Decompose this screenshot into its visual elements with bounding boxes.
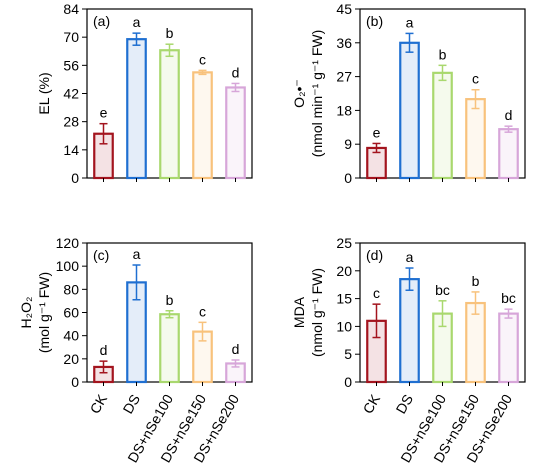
error-bar — [405, 267, 414, 292]
error-bar — [504, 125, 513, 133]
significance-label: c — [373, 285, 380, 301]
error-bar — [231, 82, 240, 93]
error-bar — [438, 64, 447, 82]
significance-label: d — [505, 107, 513, 123]
significance-label: c — [472, 71, 479, 87]
y-tick-label: 14 — [63, 142, 79, 158]
significance-label: b — [439, 46, 447, 62]
bar — [159, 313, 180, 384]
y-tick-label: 0 — [71, 170, 79, 186]
panel-label: (a) — [93, 13, 110, 29]
y-axis-label: EL (%) — [36, 72, 52, 114]
bar — [192, 71, 213, 180]
error-bar — [231, 359, 240, 368]
bar — [465, 98, 486, 180]
bar — [225, 86, 246, 180]
bar — [159, 49, 180, 180]
y-axis-label: O₂•⁻ — [291, 79, 307, 108]
y-tick-label: 60 — [63, 305, 79, 321]
y-axis-label: H₂O₂ — [18, 297, 34, 329]
error-bar — [372, 303, 381, 339]
y-tick-label: 10 — [336, 318, 352, 334]
significance-label: b — [166, 25, 174, 41]
significance-label: a — [406, 249, 414, 265]
significance-label: b — [472, 273, 480, 289]
error-bar — [165, 43, 174, 58]
y-tick-label: 28 — [63, 114, 79, 130]
x-tick-label: CK — [360, 391, 384, 416]
bar — [498, 128, 519, 180]
significance-label: bc — [435, 282, 450, 298]
x-tick-label: DS — [120, 392, 144, 417]
significance-label: bc — [501, 290, 516, 306]
y-axis-label: (mol g⁻¹ FW) — [36, 272, 52, 353]
y-tick-label: 42 — [63, 86, 79, 102]
y-tick-label: 56 — [63, 57, 79, 73]
bar — [432, 71, 453, 180]
significance-label: d — [100, 342, 108, 358]
error-bar — [99, 122, 108, 145]
significance-label: d — [232, 341, 240, 357]
error-bar — [372, 142, 381, 154]
x-tick-label: CK — [87, 391, 111, 416]
error-bar — [99, 360, 108, 374]
significance-label: e — [373, 124, 381, 140]
y-tick-label: 20 — [336, 263, 352, 279]
x-tick-label: DS — [393, 392, 417, 417]
significance-label: a — [133, 246, 141, 262]
error-bar — [132, 264, 141, 301]
y-axis-label: (nmol min⁻¹ g⁻¹ FW) — [309, 30, 325, 158]
bar — [399, 41, 420, 180]
y-tick-label: 5 — [344, 346, 352, 362]
y-tick-label: 120 — [56, 235, 80, 251]
y-axis-label: (nmol g⁻¹ FW) — [309, 268, 325, 357]
y-tick-label: 36 — [336, 35, 352, 51]
y-tick-label: 0 — [344, 170, 352, 186]
error-bar — [198, 321, 207, 342]
y-tick-label: 45 — [336, 1, 352, 17]
y-axis-label: MDA — [291, 296, 307, 328]
bar — [126, 38, 147, 180]
significance-label: b — [166, 292, 174, 308]
significance-label: a — [133, 14, 141, 30]
significance-label: c — [199, 51, 206, 67]
y-tick-label: 20 — [63, 351, 79, 367]
panel-label: (c) — [93, 247, 109, 263]
bar — [498, 312, 519, 384]
y-tick-label: 100 — [56, 258, 80, 274]
error-bar — [504, 308, 513, 319]
significance-label: a — [406, 14, 414, 30]
significance-label: e — [100, 105, 108, 121]
y-tick-label: 0 — [344, 374, 352, 390]
significance-label: d — [232, 64, 240, 80]
y-tick-label: 40 — [63, 328, 79, 344]
y-tick-label: 25 — [336, 235, 352, 251]
error-bar — [132, 32, 141, 46]
y-tick-label: 9 — [344, 136, 352, 152]
significance-label: c — [199, 303, 206, 319]
y-tick-label: 84 — [63, 1, 79, 17]
y-tick-label: 18 — [336, 102, 352, 118]
error-bar — [471, 88, 480, 110]
error-bar — [471, 291, 480, 315]
panel-label: (b) — [366, 13, 383, 29]
y-tick-label: 27 — [336, 69, 352, 85]
y-tick-label: 15 — [336, 291, 352, 307]
error-bar — [438, 300, 447, 328]
panel-label: (d) — [366, 247, 383, 263]
error-bar — [405, 32, 414, 53]
bar — [399, 278, 420, 384]
error-bar — [198, 69, 207, 76]
error-bar — [165, 310, 174, 319]
y-tick-label: 70 — [63, 29, 79, 45]
y-tick-label: 80 — [63, 281, 79, 297]
y-tick-label: 0 — [71, 374, 79, 390]
